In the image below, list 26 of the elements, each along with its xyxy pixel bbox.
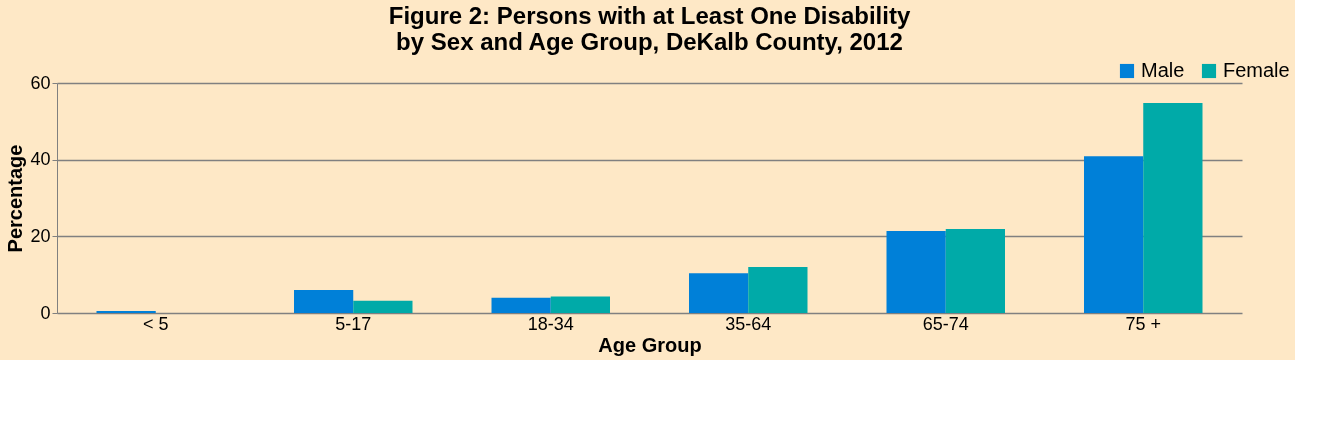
bar	[294, 290, 354, 313]
legend-label: Male	[1141, 59, 1185, 81]
x-tick-label: 75 +	[1125, 313, 1162, 334]
bar	[886, 230, 946, 313]
legend-label: Female	[1223, 59, 1290, 81]
y-tick-label: 40	[30, 149, 51, 170]
bar	[550, 296, 610, 313]
y-tick-label: 60	[30, 72, 51, 93]
y-tick-label: 0	[40, 302, 51, 323]
bar	[945, 229, 1005, 313]
x-tick-label: < 5	[142, 313, 169, 334]
bar	[1084, 156, 1144, 313]
x-axis-title: Age Group	[598, 333, 702, 356]
x-tick-label: 65-74	[922, 313, 969, 334]
y-tick-label: 20	[30, 225, 51, 246]
x-tick-label: 18-34	[527, 313, 574, 334]
x-tick-label: 5-17	[335, 313, 372, 334]
x-tick-label: 35-64	[725, 313, 772, 334]
bar	[689, 273, 749, 313]
bar	[748, 267, 808, 313]
bar	[1143, 102, 1203, 313]
bar	[353, 300, 413, 313]
y-axis-title: Percentage	[4, 144, 27, 253]
text: by Sex and Age Group, DeKalb County, 2012	[396, 28, 903, 55]
bar	[491, 297, 551, 313]
text: Figure 2: Persons with at Least One Disability	[388, 2, 911, 29]
